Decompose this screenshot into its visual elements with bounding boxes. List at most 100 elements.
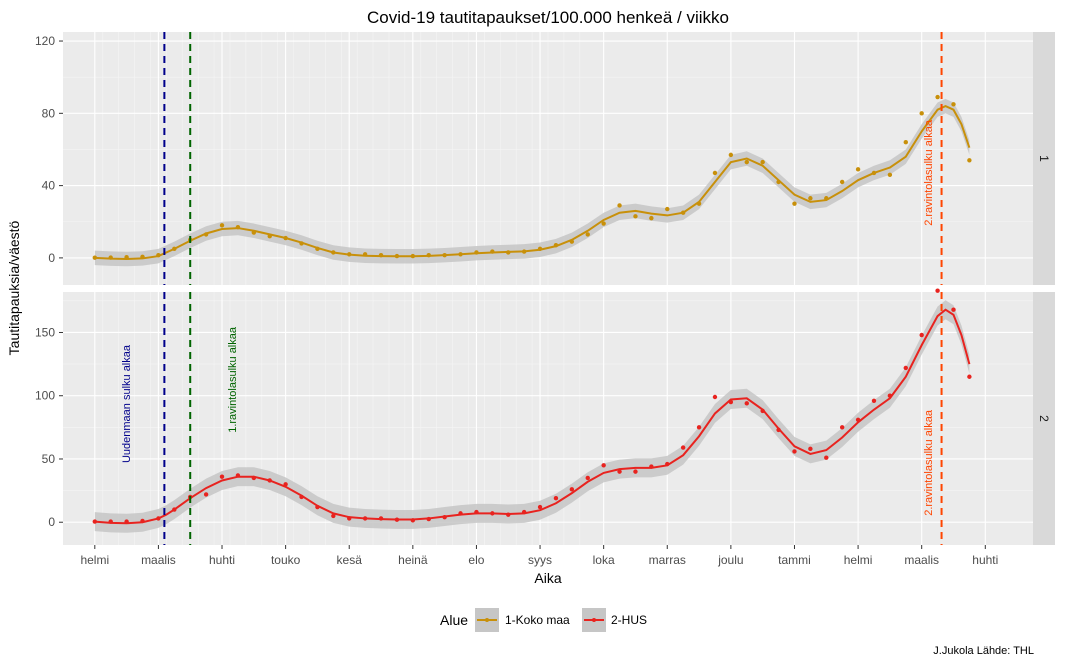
data-point — [362, 252, 368, 257]
data-point — [458, 252, 463, 257]
data-point — [442, 514, 447, 520]
x-tick-label: helmi — [80, 553, 109, 567]
event-annotation: 1.ravintolasulku alkaa — [227, 326, 239, 433]
legend-key-koko-maa-point — [485, 618, 489, 622]
data-point — [347, 252, 352, 257]
y-tick-label: 150 — [35, 325, 55, 339]
data-point — [728, 399, 734, 405]
data-point — [569, 487, 575, 492]
data-point — [935, 94, 940, 100]
data-point — [617, 203, 622, 208]
x-tick-label: joulu — [717, 553, 743, 567]
data-point — [537, 504, 543, 510]
y-tick-label: 0 — [48, 515, 55, 529]
data-point — [267, 234, 272, 239]
data-point — [537, 246, 543, 252]
data-point — [649, 215, 654, 221]
data-point — [172, 246, 177, 252]
data-point — [776, 179, 781, 185]
data-point — [808, 446, 813, 452]
data-point — [92, 255, 98, 260]
data-point — [156, 516, 161, 521]
data-point — [235, 224, 241, 230]
y-tick-label: 100 — [35, 389, 55, 403]
data-point — [203, 232, 209, 237]
x-axis: helmi maalis huhti touko kesä heinä elo syys lok… — [80, 545, 998, 567]
data-point — [203, 492, 209, 497]
event-annotation: 2.ravintolasulku alkaa — [923, 119, 935, 226]
data-point — [776, 427, 781, 433]
data-point — [426, 252, 431, 258]
data-point — [410, 253, 416, 259]
data-point — [506, 512, 511, 517]
data-point — [935, 288, 940, 293]
facet-panels: 04080120Uudenmaan sulku alkaa1.ravintola… — [35, 32, 1055, 545]
facet-strip — [1033, 32, 1055, 285]
data-point — [156, 252, 161, 258]
data-point — [855, 417, 861, 422]
data-point — [839, 425, 845, 430]
data-point — [887, 393, 893, 398]
data-point — [251, 475, 257, 481]
chart-caption: J.Jukola Lähde: THL — [933, 645, 1034, 657]
x-tick-label: tammi — [778, 553, 811, 567]
data-point — [394, 517, 400, 522]
data-point — [967, 374, 972, 379]
chart-title: Covid-19 tautitapaukset/100.000 henkeä /… — [367, 8, 729, 27]
data-point — [490, 511, 495, 516]
data-point — [903, 365, 908, 371]
data-point — [172, 507, 177, 512]
data-point — [760, 408, 765, 414]
x-tick-label: heinä — [398, 553, 428, 567]
data-point — [633, 214, 638, 219]
data-point — [712, 170, 718, 176]
x-tick-label: elo — [468, 553, 484, 567]
data-point — [474, 250, 479, 255]
data-point — [665, 206, 670, 212]
data-point — [474, 509, 479, 515]
x-tick-label: loka — [593, 553, 615, 567]
data-point — [283, 482, 288, 487]
x-tick-label: syys — [528, 553, 552, 567]
legend: Alue 1-Koko maa 2-HUS — [440, 608, 647, 632]
data-point — [903, 140, 908, 145]
y-tick-label: 40 — [42, 179, 56, 193]
data-point — [951, 102, 956, 107]
data-point — [331, 250, 336, 255]
y-tick-label: 80 — [42, 106, 56, 120]
data-point — [362, 516, 368, 521]
data-point — [219, 474, 225, 479]
confidence-ribbon — [94, 98, 970, 267]
data-point — [728, 152, 734, 158]
y-axis-title: Tautitapauksia/väestö — [6, 220, 22, 355]
data-point — [553, 495, 559, 501]
data-point — [712, 394, 718, 400]
data-point — [855, 167, 861, 172]
data-point — [617, 469, 622, 474]
legend-label-koko-maa: 1-Koko maa — [505, 613, 570, 627]
data-point — [235, 473, 241, 478]
x-tick-label: huhti — [972, 553, 998, 567]
data-point — [744, 401, 749, 406]
y-tick-label: 120 — [35, 34, 55, 48]
data-point — [506, 250, 511, 255]
data-point — [267, 478, 272, 483]
data-point — [665, 461, 670, 467]
data-point — [315, 504, 320, 510]
data-point — [696, 425, 702, 430]
facet-strip-label: 1 — [1037, 155, 1051, 162]
data-point — [108, 519, 113, 524]
data-point — [601, 463, 606, 468]
y-tick-label: 0 — [48, 251, 55, 265]
panel-2: 0 50 100 150 Uudenmaan sulku alkaa 1.ravintol… — [35, 288, 1055, 545]
data-point — [283, 235, 288, 241]
data-point — [124, 519, 129, 524]
data-point — [680, 210, 686, 215]
data-point — [219, 223, 225, 228]
data-point — [585, 475, 590, 481]
facet-strip-label: 2 — [1037, 415, 1051, 422]
data-point — [299, 241, 304, 246]
data-point — [824, 455, 829, 460]
panel-1: 04080120Uudenmaan sulku alkaa1.ravintola… — [35, 32, 1055, 285]
data-point — [251, 230, 257, 235]
